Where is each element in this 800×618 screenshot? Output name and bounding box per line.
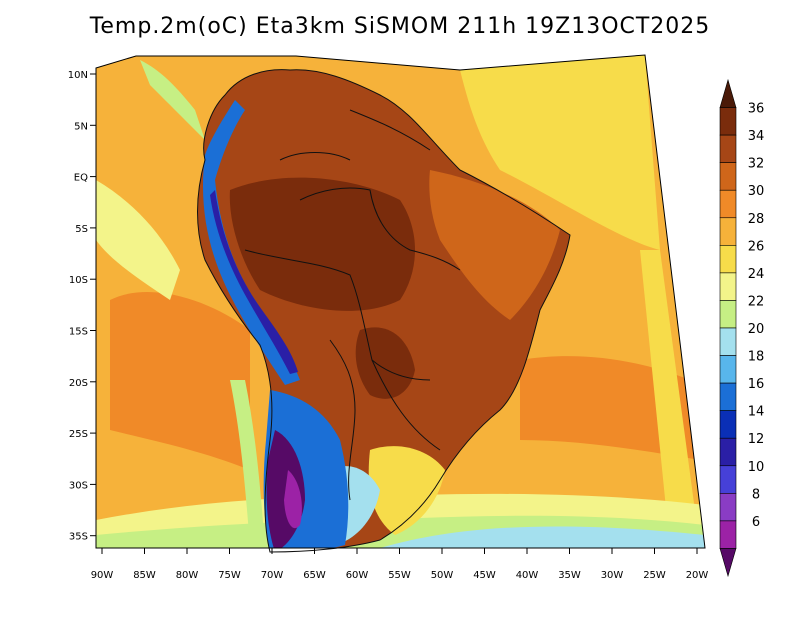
lat-tick-label: EQ <box>74 173 88 184</box>
colorbar-segment <box>719 520 737 549</box>
colorbar-label: 12 <box>748 432 765 447</box>
chile-coast-cool-strip <box>230 380 265 548</box>
colorbar-label: 14 <box>748 405 765 420</box>
andes-colder-ridge <box>210 190 298 374</box>
colorbar-segment <box>719 272 737 301</box>
lon-tick-label: 80W <box>176 570 199 581</box>
lon-tick-label: 55W <box>388 570 411 581</box>
lat-tick-label: 25S <box>69 429 88 440</box>
far-east-mild-band <box>640 250 700 548</box>
colorbar-label: 26 <box>748 239 765 254</box>
colorbar: 36 34 32 30 28 26 24 22 20 18 16 14 12 10 8 6 <box>719 78 765 578</box>
latitude-axis: 10N 5N EQ 5S 10S 15S 20S 25S 30S 35S <box>68 70 96 543</box>
lon-tick-label: 85W <box>133 570 156 581</box>
colorbar-label: 20 <box>748 322 765 337</box>
lon-tick-label: 25W <box>643 570 666 581</box>
colorbar-label: 34 <box>748 129 765 144</box>
colorbar-segment <box>719 107 737 136</box>
lat-tick-label: 20S <box>69 378 88 389</box>
map-frame <box>95 54 706 549</box>
lon-tick-label: 20W <box>686 570 709 581</box>
lon-tick-label: 50W <box>431 570 454 581</box>
lat-tick-label: 5S <box>75 224 88 235</box>
lon-tick-label: 30W <box>601 570 624 581</box>
colorbar-segment <box>719 162 737 191</box>
lon-tick-label: 45W <box>473 570 496 581</box>
lat-tick-label: 35S <box>69 532 88 543</box>
pacific-hot-band <box>110 291 250 470</box>
southern-brazil-mild <box>368 446 445 535</box>
map-title: Temp.2m(oC) Eta3km SiSMOM 211h 19Z13OCT2… <box>89 14 711 39</box>
colorbar-label: 8 <box>752 487 760 502</box>
map-field <box>96 55 705 548</box>
lon-tick-label: 65W <box>303 570 326 581</box>
southern-cold-band <box>380 526 705 548</box>
lon-tick-label: 40W <box>516 570 539 581</box>
colorbar-segment <box>719 300 737 329</box>
lat-tick-label: 30S <box>69 480 88 491</box>
colorbar-segment <box>719 465 737 494</box>
colorbar-segment <box>719 245 737 274</box>
colorbar-segment <box>719 217 737 246</box>
colorbar-segment <box>719 327 737 356</box>
lat-tick-label: 15S <box>69 327 88 338</box>
colorbar-segment <box>719 548 737 578</box>
lon-tick-label: 75W <box>218 570 241 581</box>
lat-tick-label: 5N <box>74 121 88 132</box>
colorbar-segment <box>719 437 737 467</box>
colorbar-label: 22 <box>748 294 765 309</box>
colorbar-label: 32 <box>748 157 765 172</box>
colorbar-label: 28 <box>748 212 765 227</box>
colorbar-segment <box>719 78 737 108</box>
lon-tick-label: 90W <box>91 570 114 581</box>
amazon-hot-core <box>229 177 415 311</box>
atlantic-mild-area <box>460 55 660 250</box>
colorbar-segment <box>719 410 737 439</box>
lon-tick-label: 70W <box>261 570 284 581</box>
lat-tick-label: 10N <box>68 70 88 81</box>
colorbar-segment <box>719 382 737 411</box>
colorbar-segment <box>719 134 737 163</box>
country-borders <box>197 69 571 553</box>
caribbean-cool-area <box>140 60 205 140</box>
lat-tick-label: 10S <box>69 275 88 286</box>
pantanal-hot-core <box>355 327 415 399</box>
colorbar-segment <box>719 493 737 522</box>
lon-tick-label: 60W <box>346 570 369 581</box>
longitude-axis: 90W 85W 80W 75W 70W 65W 60W 55W 50W 45W 40W 35W 30W 2… <box>91 548 709 581</box>
colorbar-label: 18 <box>748 350 765 365</box>
lon-tick-label: 35W <box>558 570 581 581</box>
colorbar-label: 30 <box>748 184 765 199</box>
colorbar-label: 36 <box>748 102 765 117</box>
colorbar-label: 6 <box>752 515 760 530</box>
colorbar-label: 10 <box>748 460 765 475</box>
colorbar-segment <box>719 189 737 219</box>
patagonia-coldest-core <box>284 470 302 529</box>
colorbar-label: 24 <box>748 267 765 282</box>
colorbar-segment <box>719 355 737 384</box>
colorbar-label: 16 <box>748 377 765 392</box>
pacific-cool-strip <box>96 180 180 300</box>
